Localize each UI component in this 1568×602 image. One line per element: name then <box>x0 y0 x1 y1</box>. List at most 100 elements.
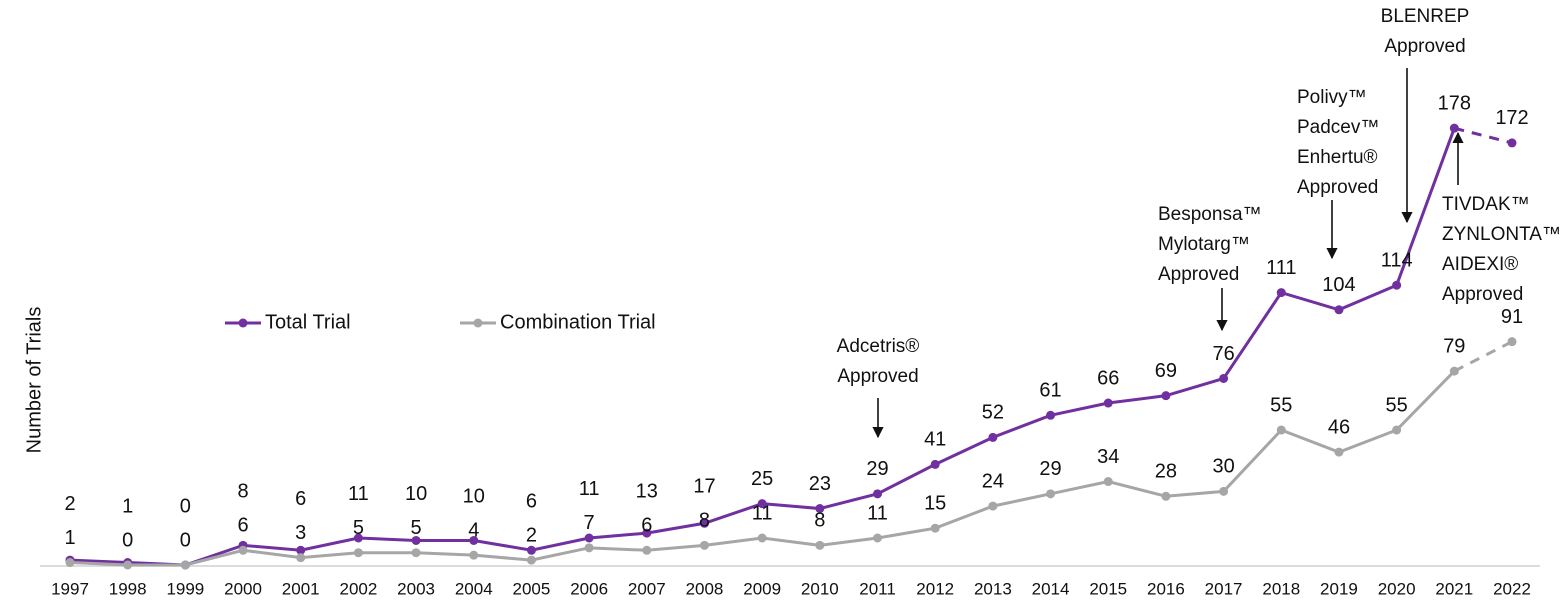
data-label: 0 <box>122 529 133 551</box>
data-label: 11 <box>348 483 369 505</box>
x-tick-label: 1997 <box>51 579 89 598</box>
point <box>1507 337 1517 347</box>
x-tick-label: 2012 <box>916 579 954 598</box>
y-axis-label: Number of Trials <box>23 307 45 454</box>
annotation-text: ZYNLONTA™ <box>1442 224 1561 245</box>
point <box>353 533 363 543</box>
point <box>1449 366 1459 376</box>
annotation-text: Enhertu® <box>1297 147 1378 168</box>
data-label: 17 <box>693 476 715 498</box>
annotation-text: Polivy™ <box>1297 87 1367 108</box>
point <box>65 558 75 568</box>
point <box>1103 398 1113 408</box>
legend-marker <box>238 318 248 328</box>
data-label: 6 <box>526 490 537 512</box>
series-line-dashed <box>1453 126 1513 145</box>
point <box>584 533 594 543</box>
data-label: 13 <box>636 481 658 503</box>
point <box>1161 491 1171 501</box>
point <box>411 535 421 545</box>
point <box>469 535 479 545</box>
annotation-text: TIVDAK™ <box>1442 194 1530 215</box>
x-tick-label: 2018 <box>1262 579 1300 598</box>
point <box>1046 410 1056 420</box>
x-tick-label: 2017 <box>1205 579 1243 598</box>
x-tick-label: 2013 <box>974 579 1012 598</box>
x-tick-label: 2009 <box>743 579 781 598</box>
data-label: 69 <box>1155 360 1177 382</box>
x-tick-label: 1999 <box>166 579 204 598</box>
data-label: 8 <box>237 481 248 503</box>
data-label: 34 <box>1097 446 1119 468</box>
point <box>873 533 883 543</box>
point <box>353 548 363 558</box>
x-tick-label: 2003 <box>397 579 435 598</box>
point <box>296 553 306 563</box>
data-label: 76 <box>1212 343 1234 365</box>
point <box>1161 391 1171 401</box>
x-tick-label: 2010 <box>801 579 839 598</box>
data-label: 7 <box>584 512 595 534</box>
legend-marker <box>473 318 483 328</box>
data-label: 79 <box>1443 335 1465 357</box>
data-label: 11 <box>579 478 600 500</box>
data-label: 5 <box>411 517 422 539</box>
x-tick-label: 2001 <box>282 579 320 598</box>
point <box>930 459 940 469</box>
x-tick-label: 2019 <box>1320 579 1358 598</box>
point <box>238 545 248 555</box>
point <box>526 555 536 565</box>
data-label: 172 <box>1495 107 1528 129</box>
point <box>584 543 594 553</box>
point <box>1276 288 1286 298</box>
data-label: 29 <box>1039 458 1061 480</box>
annotation-text: AIDEXI® <box>1442 254 1518 275</box>
point <box>123 560 133 570</box>
data-label: 28 <box>1155 461 1177 483</box>
data-label: 6 <box>295 488 306 510</box>
data-label: 104 <box>1322 274 1355 296</box>
point <box>526 545 536 555</box>
point <box>411 548 421 558</box>
data-label: 24 <box>982 470 1004 492</box>
data-label: 0 <box>180 529 191 551</box>
x-tick-label: 2008 <box>686 579 724 598</box>
annotation-text: Approved <box>1442 284 1523 305</box>
legend-label: Total Trial <box>265 311 351 333</box>
point <box>815 504 825 514</box>
data-label: 8 <box>814 510 825 532</box>
data-label: 2 <box>64 493 75 515</box>
data-label: 15 <box>924 492 946 514</box>
x-tick-label: 2007 <box>628 579 666 598</box>
point <box>757 499 767 509</box>
point <box>180 560 190 570</box>
data-label: 46 <box>1328 416 1350 438</box>
point <box>1334 447 1344 457</box>
annotation-text: BLENREP <box>1381 6 1470 27</box>
point <box>699 518 709 528</box>
data-label: 114 <box>1381 250 1413 272</box>
data-label: 61 <box>1039 380 1061 402</box>
point <box>642 528 652 538</box>
data-label: 30 <box>1212 456 1234 478</box>
x-tick-label: 2002 <box>339 579 377 598</box>
x-tick-label: 2020 <box>1378 579 1416 598</box>
x-tick-label: 2016 <box>1147 579 1185 598</box>
annotation-text: Approved <box>1384 36 1465 57</box>
x-tick-label: 2005 <box>513 579 551 598</box>
point <box>1449 123 1459 133</box>
data-label: 10 <box>463 485 485 507</box>
point <box>988 501 998 511</box>
data-label: 6 <box>641 515 652 537</box>
data-label: 91 <box>1501 306 1523 328</box>
point <box>699 540 709 550</box>
point <box>469 550 479 560</box>
data-label: 6 <box>237 515 248 537</box>
x-tick-label: 2000 <box>224 579 262 598</box>
annotation-text: Adcetris® <box>837 336 920 357</box>
data-label: 178 <box>1438 92 1471 114</box>
data-label: 11 <box>752 502 773 524</box>
annotation-text: Approved <box>1297 177 1378 198</box>
annotation-text: Padcev™ <box>1297 117 1379 138</box>
